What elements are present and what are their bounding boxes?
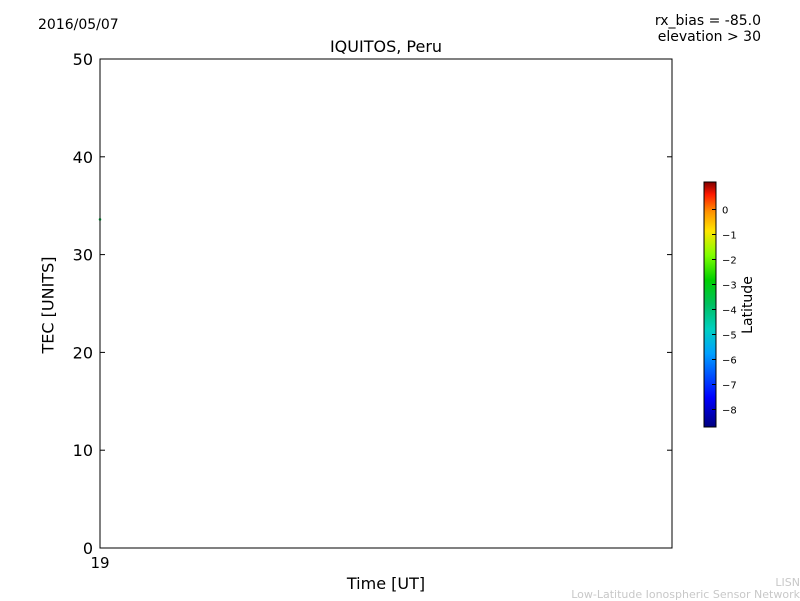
plot-frame xyxy=(99,58,673,549)
y-tick-label: 0 xyxy=(83,539,93,558)
colorbar-tick-label: −5 xyxy=(722,331,737,342)
y-tick-label: 20 xyxy=(73,343,93,362)
colorbar-ticks: 0 −1 −2 −3 −4 −5 −6 −7 −8 xyxy=(712,206,737,417)
colorbar-label: Latitude xyxy=(740,276,756,334)
rx-bias-note: rx_bias = -85.0 xyxy=(654,13,761,29)
colorbar xyxy=(703,181,717,428)
date-label: 2016/05/07 xyxy=(38,17,119,33)
x-tick-label: 19 xyxy=(90,554,109,572)
colorbar-tick-label: −8 xyxy=(722,406,737,417)
y-axis-label: TEC [UNITS] xyxy=(38,256,58,354)
data-points xyxy=(98,218,102,221)
colorbar-tick-label: −3 xyxy=(722,281,737,292)
y-tick-label: 40 xyxy=(73,148,93,167)
colorbar-tick-label: −2 xyxy=(722,256,737,267)
y-axis: 0 10 20 30 40 50 xyxy=(73,50,672,558)
y-tick-label: 10 xyxy=(73,441,93,460)
credit-name: Low-Latitude Ionospheric Sensor Network xyxy=(571,588,800,601)
colorbar-tick-label: −1 xyxy=(722,231,737,242)
colorbar-tick-label: −4 xyxy=(722,306,737,317)
colorbar-tick-label: −6 xyxy=(722,356,737,367)
elevation-note: elevation > 30 xyxy=(657,29,761,45)
colorbar-tick-label: −7 xyxy=(722,381,737,392)
x-axis: 19202122230123456789101112131415161718 xyxy=(90,59,110,572)
x-axis-label: Time [UT] xyxy=(346,574,426,593)
colorbar-tick-label: 0 xyxy=(722,206,728,217)
y-tick-label: 30 xyxy=(73,246,93,265)
y-tick-label: 50 xyxy=(73,50,93,69)
credit-acronym: LISN xyxy=(775,576,800,589)
chart-title: IQUITOS, Peru xyxy=(329,37,443,56)
